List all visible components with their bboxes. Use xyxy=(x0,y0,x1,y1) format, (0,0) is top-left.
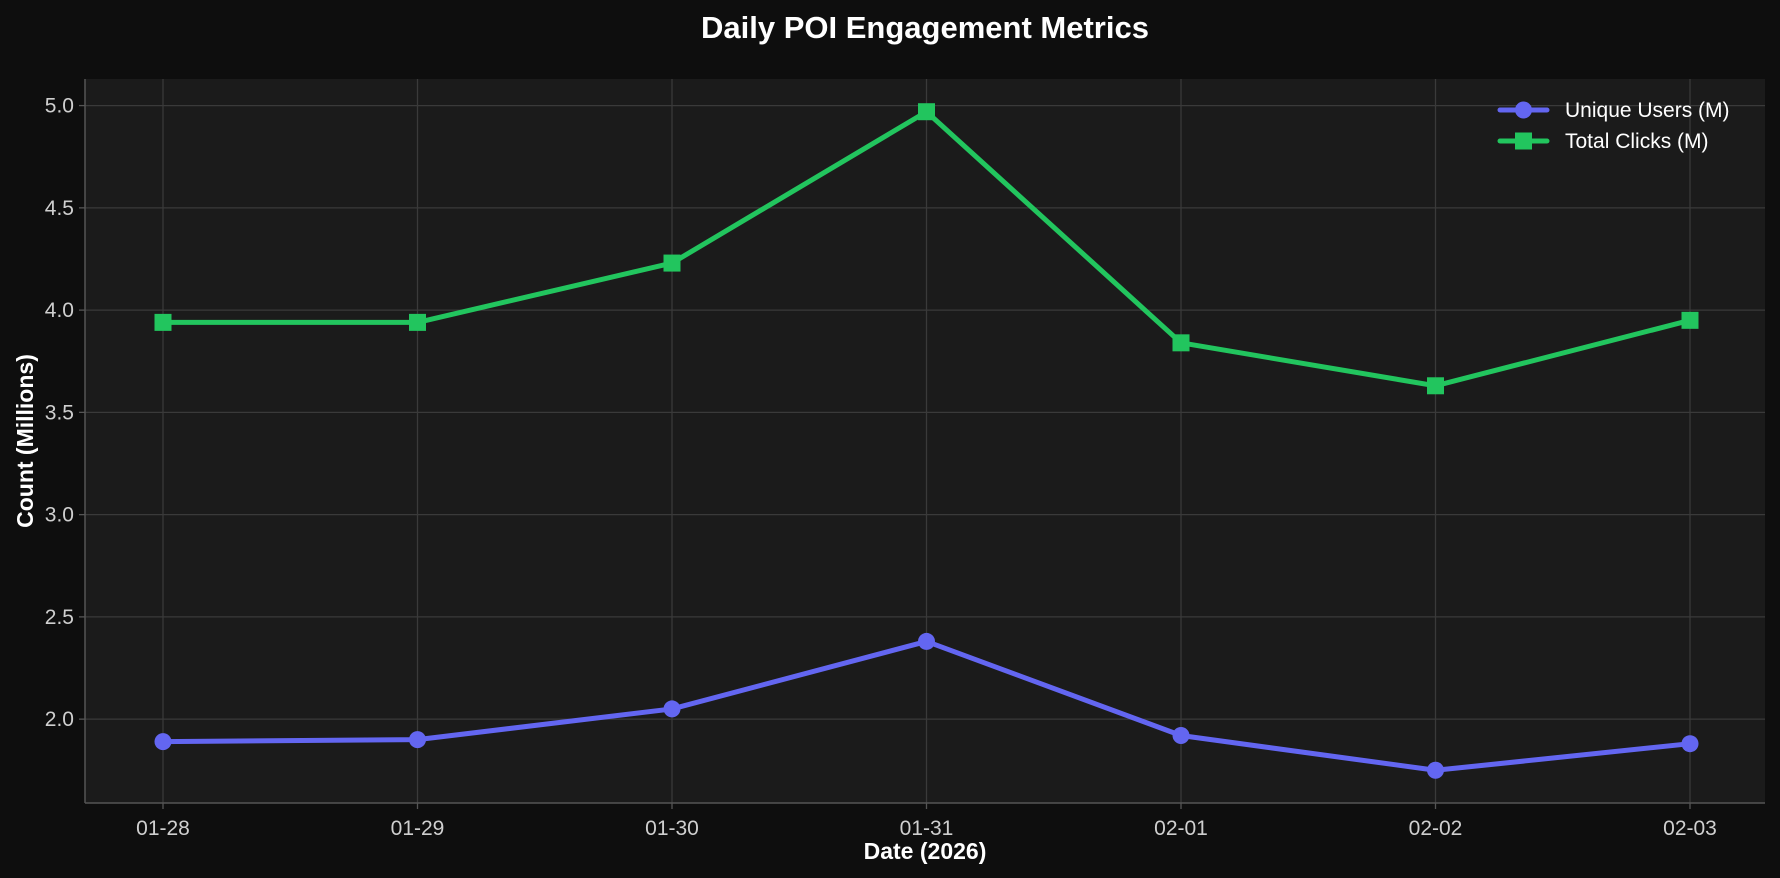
data-point xyxy=(409,731,426,749)
data-point xyxy=(1681,311,1699,329)
x-tick-label: 02-02 xyxy=(1409,817,1463,840)
data-point xyxy=(663,700,681,718)
data-point xyxy=(663,254,681,272)
y-tick-label: 5.0 xyxy=(45,95,74,118)
tick-labels: 01-28 01-29 01-30 01-31 02-01 02-02 02-03 2.0 2.… xyxy=(45,95,1717,840)
data-point xyxy=(1172,727,1190,745)
x-tick-label: 02-03 xyxy=(1663,817,1717,840)
data-point xyxy=(1172,334,1190,352)
series xyxy=(154,103,1699,779)
data-point xyxy=(154,733,172,751)
data-point xyxy=(1681,735,1699,753)
x-tick-label: 01-31 xyxy=(900,817,954,840)
data-point xyxy=(409,313,426,331)
y-tick-label: 4.0 xyxy=(45,299,74,322)
y-tick-label: 3.5 xyxy=(45,401,74,424)
legend: Unique Users (M) Total Clicks (M) xyxy=(1497,99,1730,153)
x-tick-label: 01-30 xyxy=(645,817,699,840)
legend-label: Unique Users (M) xyxy=(1565,99,1730,122)
plot-area xyxy=(85,79,1765,803)
data-point xyxy=(918,103,935,121)
legend-marker xyxy=(1515,132,1532,150)
data-point xyxy=(1427,377,1444,395)
x-axis-label: Date (2026) xyxy=(864,838,987,864)
data-point xyxy=(1427,761,1444,779)
data-point xyxy=(918,632,935,650)
x-tick-label: 01-29 xyxy=(391,817,445,840)
legend-marker xyxy=(1515,101,1532,119)
axes xyxy=(79,79,1765,809)
legend-label: Total Clicks (M) xyxy=(1565,130,1709,153)
chart-title: Daily POI Engagement Metrics xyxy=(701,10,1149,45)
data-point xyxy=(154,313,172,331)
x-tick-label: 02-01 xyxy=(1154,817,1208,840)
y-tick-label: 3.0 xyxy=(45,504,74,527)
y-tick-label: 2.0 xyxy=(45,708,74,731)
y-tick-label: 4.5 xyxy=(45,197,74,220)
x-tick-label: 01-28 xyxy=(136,817,190,840)
y-axis-label: Count (Millions) xyxy=(12,354,38,528)
y-tick-label: 2.5 xyxy=(45,606,74,629)
